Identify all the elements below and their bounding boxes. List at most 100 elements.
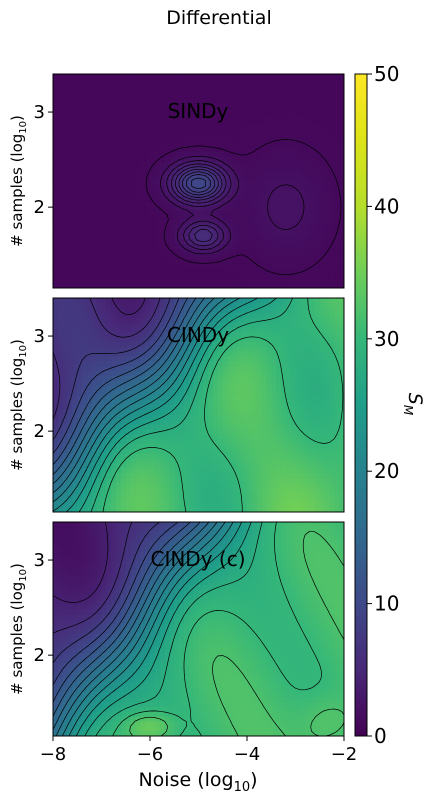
- heatmap-cell: [106, 477, 112, 484]
- heatmap-cell: [242, 127, 248, 133]
- heatmap-cell: [290, 322, 297, 328]
- heatmap-cell: [295, 390, 301, 396]
- heatmap-cell: [91, 258, 98, 265]
- heatmap-cell: [280, 361, 287, 367]
- heatmap-cell: [290, 361, 297, 367]
- heatmap-cell: [106, 356, 112, 362]
- heatmap-cell: [203, 409, 209, 416]
- heatmap-cell: [135, 409, 141, 416]
- heatmap-cell: [72, 322, 78, 328]
- heatmap-cell: [145, 132, 151, 138]
- heatmap-cell: [82, 78, 88, 85]
- heatmap-cell: [300, 278, 306, 284]
- heatmap-cell: [174, 370, 180, 377]
- heatmap-cell: [150, 224, 156, 231]
- heatmap-cell: [266, 151, 272, 158]
- heatmap-cell: [159, 414, 166, 421]
- heatmap-cell: [276, 283, 282, 288]
- heatmap-cell: [145, 473, 151, 479]
- heatmap-cell: [53, 346, 59, 353]
- heatmap-cell: [193, 366, 200, 372]
- heatmap-cell: [72, 424, 78, 430]
- heatmap-cell: [77, 346, 83, 353]
- heatmap-cell: [334, 176, 340, 182]
- heatmap-cell: [111, 224, 117, 231]
- heatmap-cell: [232, 156, 238, 163]
- heatmap-cell: [251, 234, 258, 240]
- heatmap-cell: [290, 258, 297, 265]
- heatmap-cell: [62, 98, 69, 104]
- heatmap-cell: [261, 229, 267, 236]
- contour-line: [145, 139, 342, 276]
- heatmap-cell: [86, 229, 93, 236]
- heatmap-cell: [183, 468, 190, 474]
- heatmap-cell: [242, 385, 248, 392]
- heatmap-cell: [91, 283, 98, 288]
- heatmap-cell: [193, 215, 200, 221]
- heatmap-cell: [135, 181, 141, 187]
- heatmap-cell: [285, 351, 292, 357]
- heatmap-cell: [116, 448, 122, 455]
- heatmap-cell: [227, 414, 234, 421]
- heatmap-cell: [140, 482, 146, 489]
- heatmap-cell: [72, 146, 78, 153]
- heatmap-cell: [247, 370, 253, 377]
- heatmap-cell: [261, 83, 267, 90]
- heatmap-cell: [159, 181, 166, 187]
- heatmap-cell: [86, 327, 93, 333]
- heatmap-cell: [91, 443, 98, 450]
- heatmap-cell: [57, 93, 64, 99]
- heatmap-cell: [62, 185, 69, 192]
- heatmap-cell: [285, 117, 292, 124]
- heatmap-cell: [150, 185, 156, 192]
- heatmap-cell: [179, 239, 185, 245]
- heatmap-cell: [271, 88, 277, 95]
- heatmap-cell: [125, 161, 132, 168]
- heatmap-cell: [174, 181, 180, 187]
- heatmap-cell: [164, 322, 170, 328]
- heatmap-cell: [256, 205, 263, 211]
- heatmap-cell: [300, 468, 306, 474]
- heatmap-cell: [266, 210, 272, 216]
- heatmap-cell: [295, 195, 301, 202]
- heatmap-cell: [276, 453, 282, 460]
- heatmap-cell: [329, 341, 335, 348]
- heatmap-cell: [135, 395, 141, 401]
- heatmap-cell: [329, 210, 335, 216]
- heatmap-cell: [266, 137, 272, 143]
- heatmap-cell: [285, 83, 292, 90]
- heatmap-cell: [319, 395, 326, 401]
- heatmap-cell: [67, 161, 73, 168]
- heatmap-cell: [53, 283, 59, 288]
- heatmap-cell: [314, 200, 321, 206]
- heatmap-cell: [101, 103, 107, 109]
- heatmap-cell: [295, 219, 301, 226]
- heatmap-cell: [179, 439, 185, 445]
- heatmap-cell: [193, 434, 200, 440]
- heatmap-cell: [179, 390, 185, 396]
- heatmap-cell: [179, 482, 185, 489]
- heatmap-cell: [232, 482, 238, 489]
- heatmap-cell: [276, 424, 282, 430]
- heatmap-cell: [227, 429, 234, 435]
- heatmap-cell: [72, 473, 78, 479]
- heatmap-cell: [125, 249, 132, 255]
- heatmap-cell: [310, 78, 316, 85]
- heatmap-cell: [319, 366, 326, 372]
- heatmap-cell: [125, 108, 132, 114]
- heatmap-cell: [159, 142, 166, 148]
- heatmap-cell: [300, 307, 306, 314]
- heatmap-cell: [334, 468, 340, 474]
- heatmap-cell: [232, 103, 238, 109]
- heatmap-cell: [324, 171, 331, 177]
- heatmap-cell: [285, 332, 292, 338]
- heatmap-cell: [150, 278, 156, 284]
- heatmap-cell: [67, 210, 73, 216]
- heatmap-cell: [198, 468, 204, 474]
- heatmap-cell: [310, 473, 316, 479]
- heatmap-cell: [276, 161, 282, 168]
- heatmap-cell: [217, 453, 224, 460]
- heatmap-cell: [169, 434, 175, 440]
- heatmap-cell: [319, 380, 326, 387]
- heatmap-cell: [72, 200, 78, 206]
